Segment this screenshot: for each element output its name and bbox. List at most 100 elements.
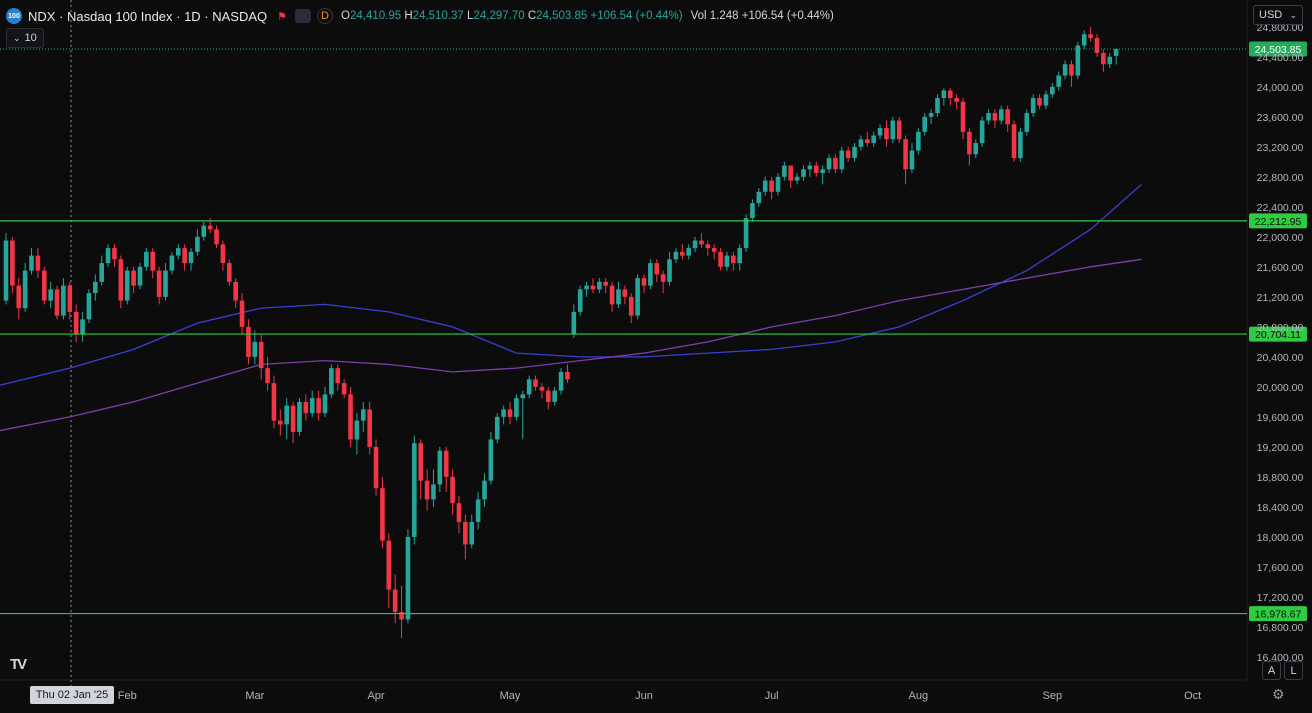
candle-body [654,263,660,275]
chevron-down-icon: ⌄ [13,32,21,43]
candle-body [711,248,717,252]
candle-body [399,611,404,620]
candle-body [463,521,468,545]
candle-body [341,383,347,395]
flag-icon[interactable]: ⚑ [277,10,288,23]
candle [501,405,506,425]
candle-body [22,270,28,309]
dividend-badge[interactable]: D [317,8,334,24]
x-axis-tick-label: Oct [1184,690,1201,702]
candle-body [820,169,825,174]
candle-body [450,476,455,504]
y-axis-tick-label: 21,600.00 [1257,262,1304,274]
candle-body [577,289,583,312]
candle-body [309,398,315,414]
candle [112,244,117,267]
candle-body [265,368,270,384]
candle-body [801,169,806,177]
candle-body [584,285,589,290]
indicators-toggle[interactable]: ⌄ 10 [6,28,44,48]
gear-icon[interactable]: ⚙ [1272,686,1285,702]
candle [182,244,187,271]
candle [488,431,494,485]
candle-body [641,278,647,286]
candle-body [175,248,181,256]
candle [762,176,768,196]
candle-body [782,165,787,177]
candle [947,88,953,106]
auto-scale-button[interactable]: A [1262,661,1281,680]
candle-body [169,255,175,271]
eye-toggle-icon[interactable] [295,9,312,23]
candle [265,356,270,391]
level-price-label: 20,704.11 [1255,329,1301,341]
candle-body [909,150,915,170]
candle [54,285,60,320]
candle [782,161,787,181]
candle [1069,60,1074,87]
candle-body [1043,94,1049,106]
candle-body [1101,53,1106,65]
candle-body [322,394,328,414]
candle-body [348,394,353,440]
candle-body [214,229,219,245]
tradingview-logo-icon[interactable]: TV [10,656,27,673]
y-axis-tick-label: 19,200.00 [1257,442,1304,454]
candle-body [896,120,902,140]
candle [463,514,468,560]
candle [673,248,679,264]
candle [10,236,15,294]
candle [475,491,481,530]
candle-body [935,98,940,114]
candle [271,375,277,429]
candle [935,94,940,117]
currency-select[interactable]: USD ⌄ [1253,5,1303,25]
candle [348,386,353,447]
symbol-title[interactable]: NDX · Nasdaq 100 Index · 1D · NASDAQ [28,8,268,24]
candle-body [412,443,417,537]
candle-body [1113,48,1119,56]
candle-body [1011,124,1017,159]
candle [1113,48,1119,65]
moving-average-line-2 [0,258,1142,432]
candle [22,263,28,312]
log-scale-button[interactable]: L [1284,661,1303,680]
candle-body [93,281,98,294]
candle-body [35,255,41,271]
y-axis-tick-label: 23,200.00 [1257,142,1304,154]
candle-body [329,368,334,395]
x-axis-tick-label: Mar [245,690,264,702]
candle [813,161,819,177]
candle-body [124,270,130,301]
candle [284,398,290,440]
candle [220,240,226,271]
candle-body [762,180,768,192]
candle [909,143,915,174]
candle [456,495,462,534]
candle [801,165,806,181]
y-axis-tick-label: 22,400.00 [1257,202,1304,214]
candle [916,128,921,155]
candle-body [514,398,519,417]
candle [131,266,136,294]
candle-body [884,128,889,140]
candle [839,146,845,174]
candle [99,255,104,286]
candle-body [597,281,602,290]
candle [731,251,736,271]
candle [175,244,181,260]
candle-body [839,150,845,170]
volume-label: Vol [690,10,707,22]
candle [514,394,519,421]
candle [954,94,959,110]
candle-body [494,416,500,440]
candle [896,116,902,144]
candle [329,364,334,399]
candle-body [431,484,436,500]
candle [214,225,219,249]
candle-body [488,439,494,481]
candle [654,259,660,282]
candle-body [699,240,704,245]
